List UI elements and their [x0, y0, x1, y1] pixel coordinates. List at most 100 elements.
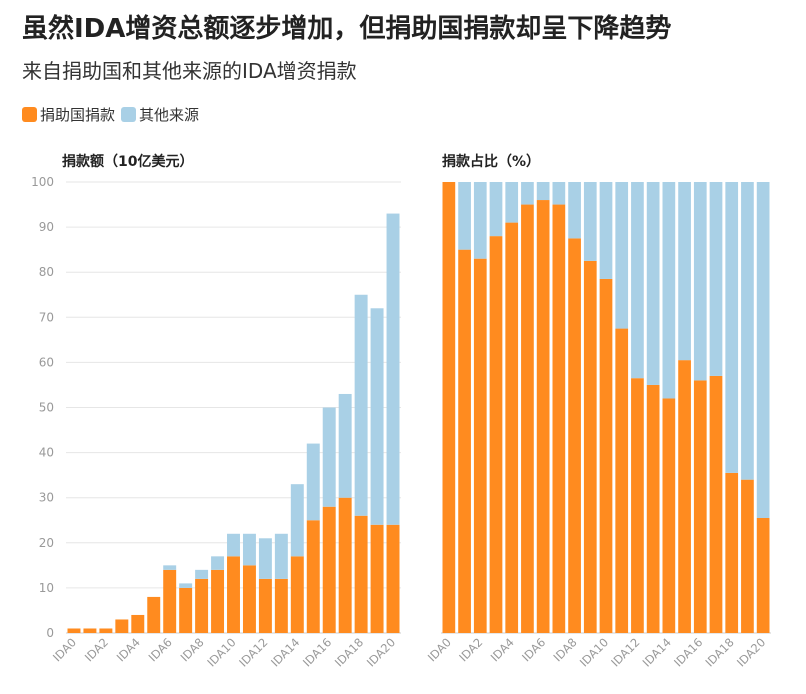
bar-donor-IDA9	[211, 569, 225, 633]
bar-donor-IDA12	[258, 578, 272, 633]
bar-other-IDA2	[473, 182, 487, 259]
bar-donor-IDA17	[709, 375, 723, 633]
bar-donor-IDA10	[227, 556, 240, 633]
bar-donor-IDA7	[179, 587, 193, 633]
bar-other-IDA1	[458, 182, 471, 250]
x-tick-label: IDA16	[300, 635, 334, 669]
bar-donor-IDA1	[83, 628, 97, 633]
bar-other-IDA10	[599, 182, 613, 279]
x-tick-label: IDA6	[146, 635, 175, 664]
bar-other-IDA12	[258, 538, 272, 579]
x-tick-label: IDA8	[551, 635, 580, 664]
bar-other-IDA20	[386, 213, 400, 525]
bar-donor-IDA11	[242, 565, 256, 633]
y-tick-label: 60	[39, 355, 54, 369]
bar-other-IDA18	[354, 294, 368, 516]
bar-other-IDA16	[322, 407, 336, 507]
bar-other-IDA8	[195, 569, 209, 579]
x-tick-label: IDA18	[332, 635, 366, 669]
bar-donor-IDA5	[521, 204, 534, 634]
bar-donor-IDA8	[195, 578, 209, 633]
bar-other-IDA15	[306, 443, 320, 521]
bar-other-IDA11	[615, 182, 629, 329]
y-tick-label: 0	[46, 626, 54, 640]
bar-other-IDA14	[662, 182, 676, 399]
x-tick-label: IDA12	[608, 635, 642, 669]
bar-donor-IDA20	[756, 517, 770, 633]
x-tick-label: IDA14	[640, 635, 674, 669]
x-tick-label: IDA4	[114, 635, 143, 664]
bar-other-IDA13	[646, 182, 660, 385]
bar-other-IDA11	[242, 533, 256, 566]
bar-donor-IDA6	[163, 569, 177, 633]
bar-donor-IDA0	[442, 182, 456, 633]
bar-donor-IDA9	[583, 260, 597, 633]
bar-other-IDA9	[583, 182, 597, 261]
x-tick-label: IDA0	[425, 635, 454, 664]
bar-other-IDA8	[568, 182, 581, 239]
bar-other-IDA18	[725, 182, 739, 473]
bar-other-IDA3	[489, 182, 503, 237]
x-tick-label: IDA12	[236, 635, 270, 669]
bar-other-IDA7	[552, 182, 566, 205]
bar-donor-IDA15	[678, 360, 691, 633]
y-tick-label: 100	[31, 175, 54, 189]
bar-donor-IDA19	[370, 524, 384, 633]
bar-donor-IDA4	[131, 614, 145, 633]
legend-swatch-other	[121, 107, 137, 122]
left-panel-title: 捐款额（10亿美元）	[62, 154, 194, 170]
bar-donor-IDA14	[290, 556, 304, 633]
bar-other-IDA10	[227, 533, 240, 557]
y-tick-label: 20	[39, 536, 54, 550]
bar-donor-IDA6	[536, 200, 550, 634]
right-panel-title: 捐款占比（%）	[442, 154, 541, 170]
bar-other-IDA6	[163, 565, 177, 570]
bar-donor-IDA2	[473, 258, 487, 633]
legend: 捐助国捐款 其他来源	[22, 104, 205, 125]
bar-other-IDA17	[338, 393, 352, 498]
bar-donor-IDA14	[662, 398, 676, 633]
y-tick-label: 40	[39, 446, 54, 460]
legend-label-donor: 捐助国捐款	[40, 106, 116, 124]
x-tick-label: IDA8	[178, 635, 207, 664]
bar-other-IDA5	[521, 182, 534, 205]
bar-donor-IDA5	[147, 596, 161, 633]
x-tick-label: IDA16	[671, 635, 705, 669]
bar-donor-IDA15	[306, 520, 320, 633]
bar-donor-IDA4	[505, 222, 519, 633]
bar-donor-IDA20	[386, 524, 400, 633]
legend-swatch-donor	[22, 107, 37, 122]
bar-donor-IDA13	[646, 384, 660, 633]
x-tick-label: IDA0	[50, 635, 79, 664]
legend-item-donor: 捐助国捐款	[22, 104, 115, 125]
x-tick-label: IDA10	[204, 635, 238, 669]
bar-other-IDA7	[179, 583, 193, 588]
bar-donor-IDA19	[741, 479, 754, 633]
y-tick-label: 70	[39, 310, 54, 324]
x-tick-label: IDA20	[734, 635, 768, 669]
legend-label-other: 其他来源	[139, 106, 200, 124]
x-tick-label: IDA18	[703, 635, 737, 669]
bar-donor-IDA17	[338, 497, 352, 633]
x-tick-label: IDA2	[82, 635, 111, 664]
bar-other-IDA13	[274, 533, 288, 579]
chart-title: 虽然IDA增资总额逐步增加，但捐助国捐款却呈下降趋势	[22, 14, 672, 44]
y-tick-label: 90	[39, 220, 54, 234]
bar-donor-IDA16	[693, 380, 707, 633]
bar-donor-IDA10	[599, 278, 613, 633]
bar-other-IDA15	[678, 182, 691, 361]
bar-donor-IDA18	[725, 472, 739, 633]
x-tick-label: IDA4	[488, 635, 517, 664]
bar-other-IDA9	[211, 556, 225, 570]
x-tick-label: IDA6	[519, 635, 548, 664]
bar-other-IDA20	[756, 182, 770, 518]
bar-donor-IDA18	[354, 515, 368, 633]
bar-other-IDA14	[290, 484, 304, 557]
bar-donor-IDA3	[489, 236, 503, 633]
bar-donor-IDA3	[115, 619, 129, 633]
y-tick-label: 30	[39, 491, 54, 505]
bar-other-IDA16	[693, 182, 707, 381]
legend-item-other: 其他来源	[121, 104, 199, 125]
x-tick-label: IDA20	[364, 635, 398, 669]
